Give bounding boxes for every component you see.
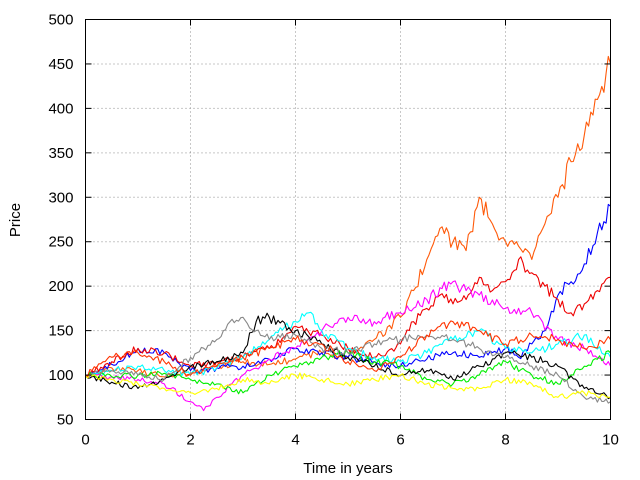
y-tick-label: 250	[48, 234, 73, 251]
y-tick-label: 400	[48, 100, 73, 117]
y-tick-label: 150	[48, 323, 73, 340]
series-line-4	[85, 280, 611, 412]
y-tick-label: 450	[48, 56, 73, 73]
y-tick-label: 300	[48, 189, 73, 206]
x-tick-labels: 0 2 4 6 8 10	[81, 432, 619, 449]
x-tick-label: 6	[396, 432, 404, 449]
x-tick-label: 0	[81, 432, 89, 449]
y-tick-label: 100	[48, 367, 73, 384]
series-line-7	[85, 312, 611, 400]
series-group	[85, 55, 612, 412]
ticks	[85, 19, 611, 420]
series-line-10	[85, 320, 611, 377]
y-tick-labels: 50 100 150 200 250 300 350 400 450 500	[48, 12, 73, 429]
y-tick-label: 50	[57, 412, 74, 429]
y-axis-label: Price	[7, 203, 24, 237]
grid	[85, 19, 611, 420]
series-line-8	[85, 316, 611, 404]
x-tick-label: 8	[501, 432, 509, 449]
y-tick-label: 200	[48, 278, 73, 295]
series-line-5	[85, 311, 611, 378]
x-tick-label: 10	[602, 432, 619, 449]
x-tick-label: 2	[186, 432, 194, 449]
y-tick-label: 350	[48, 145, 73, 162]
x-axis-label: Time in years	[303, 460, 392, 477]
y-tick-label: 500	[48, 12, 73, 29]
series-line-3	[85, 256, 611, 378]
x-tick-label: 4	[291, 432, 299, 449]
series-line-1	[85, 55, 612, 378]
series-line-2	[85, 203, 611, 378]
plot-frame	[85, 19, 611, 420]
series-line-9	[85, 372, 611, 399]
